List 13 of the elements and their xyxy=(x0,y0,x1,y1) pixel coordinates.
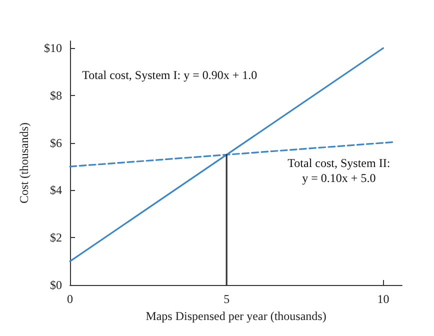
x-axis-title: Maps Dispensed per year (thousands) xyxy=(146,308,326,323)
y-tick-label: $8 xyxy=(50,88,62,102)
y-tick-label: $2 xyxy=(50,230,62,245)
y-tick-label: $4 xyxy=(50,183,62,198)
annotation: Total cost, System II: y = 0.10x + 5.0 xyxy=(288,156,390,185)
y-tick-label: $0 xyxy=(50,278,62,292)
x-tick-label: 5 xyxy=(224,292,230,306)
y-tick-label: $6 xyxy=(50,136,62,150)
y-tick-label: $10 xyxy=(44,41,62,56)
annotation: Total cost, System I: y = 0.90x + 1.0 xyxy=(82,68,258,82)
y-axis-title: Cost (thousands) xyxy=(17,122,31,204)
x-tick-label: 0 xyxy=(67,292,73,306)
x-tick-label: 10 xyxy=(377,292,390,306)
